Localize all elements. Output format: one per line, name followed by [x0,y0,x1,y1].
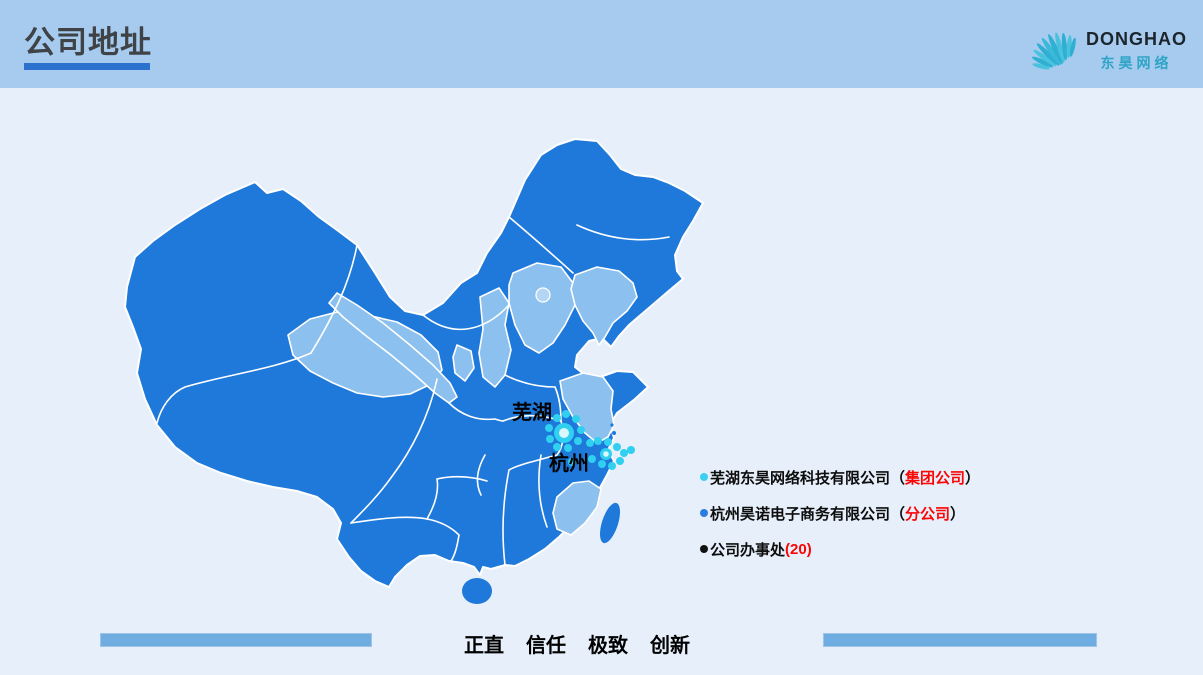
office-dot [546,435,554,443]
island-hainan [462,578,492,604]
value-word: 正直 [464,635,504,657]
office-dot [608,462,616,470]
province-ningxia [452,344,475,382]
office-dot [553,443,561,451]
office-dot [564,444,572,452]
location-markers-layer [554,423,612,460]
legend: 芜湖东昊网络科技有限公司（集团公司） 杭州昊诺电子商务有限公司（分公司） 公司办… [700,466,980,574]
header-bar: 公司地址 DONGHAO 东昊网络 [0,0,1203,88]
office-dot [574,437,582,445]
paren-close: ） [950,505,966,523]
office-dot [594,437,602,445]
legend-label: 芜湖东昊网络科技有限公司 [710,469,891,487]
legend-highlight: 分公司 [905,505,951,523]
legend-bullet-headquarters [700,473,708,481]
city-label-wuhu: 芜湖 [512,402,552,424]
value-word: 极致 [588,635,628,657]
company-logo: DONGHAO 东昊网络 [1016,6,1187,80]
office-dot [616,457,624,465]
office-dot [572,415,580,423]
logo-brand: DONGHAO [1086,29,1187,49]
province-jiangsu [559,372,615,444]
logo-brand-cn: 东昊网络 [1100,55,1173,71]
province-shanxi [478,287,512,388]
province-hebei [508,262,576,354]
legend-item-headquarters: 芜湖东昊网络科技有限公司（集团公司） [700,466,980,488]
logo-text: DONGHAO 东昊网络 [1086,29,1187,73]
legend-highlight: (20) [785,540,812,558]
footer-bar-right [823,633,1097,647]
office-dot [604,438,612,446]
province-fujian [552,480,602,536]
legend-bullet-branch [700,509,708,517]
office-dot [613,443,621,451]
paren-close: ） [965,469,981,487]
legend-label: 杭州昊诺电子商务有限公司 [710,505,891,523]
china-map [124,138,704,604]
value-word: 创新 [650,635,690,657]
footer-bar-left [100,633,372,647]
province-liaoning [570,266,638,346]
office-dot [553,414,561,422]
office-dot [568,458,576,466]
headquarters-marker-core [559,428,569,438]
feather-fan-icon [1032,32,1076,70]
paren-open: （ [890,505,906,523]
legend-item-offices: 公司办事处 (20) [700,538,980,560]
legend-item-branch: 杭州昊诺电子商务有限公司（分公司） [700,502,980,524]
legend-bullet-offices [700,545,708,553]
branch-marker-core [603,451,609,457]
office-dot [577,426,585,434]
legend-label: 公司办事处 [710,541,786,559]
title-underline [24,63,150,70]
office-dot [586,439,594,447]
value-word: 信任 [526,635,566,657]
paren-open: （ [890,469,906,487]
legend-highlight: 集团公司 [905,469,966,487]
city-label-hangzhou: 杭州 [549,453,589,475]
page-title: 公司地址 [24,25,152,60]
office-dots-layer [545,410,635,470]
office-dot [627,446,635,454]
office-dot [598,460,606,468]
title-block: 公司地址 [24,26,152,70]
company-values: 正直 信任 极致 创新 [464,629,690,658]
island-taiwan [599,502,621,544]
office-dot [620,449,628,457]
office-dot [562,410,570,418]
office-dot [545,424,553,432]
office-dot [588,455,596,463]
province-beijing [535,287,551,303]
